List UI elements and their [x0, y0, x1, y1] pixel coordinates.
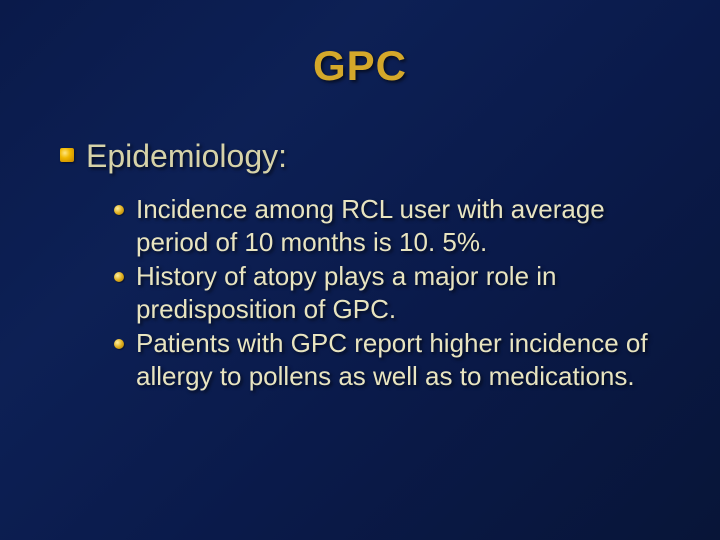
slide-title: GPC	[60, 42, 660, 90]
section-row: Epidemiology:	[60, 138, 660, 175]
list-item: History of atopy plays a major role in p…	[114, 260, 660, 325]
diamond-bullet-icon	[60, 148, 74, 162]
bullet-text: Incidence among RCL user with average pe…	[136, 193, 660, 258]
bullet-dot-icon	[114, 272, 124, 282]
slide: GPC Epidemiology: Incidence among RCL us…	[0, 0, 720, 540]
bullet-list: Incidence among RCL user with average pe…	[60, 193, 660, 392]
bullet-dot-icon	[114, 339, 124, 349]
section-heading: Epidemiology:	[86, 138, 287, 175]
bullet-dot-icon	[114, 205, 124, 215]
bullet-text: Patients with GPC report higher incidenc…	[136, 327, 660, 392]
list-item: Incidence among RCL user with average pe…	[114, 193, 660, 258]
list-item: Patients with GPC report higher incidenc…	[114, 327, 660, 392]
bullet-text: History of atopy plays a major role in p…	[136, 260, 660, 325]
